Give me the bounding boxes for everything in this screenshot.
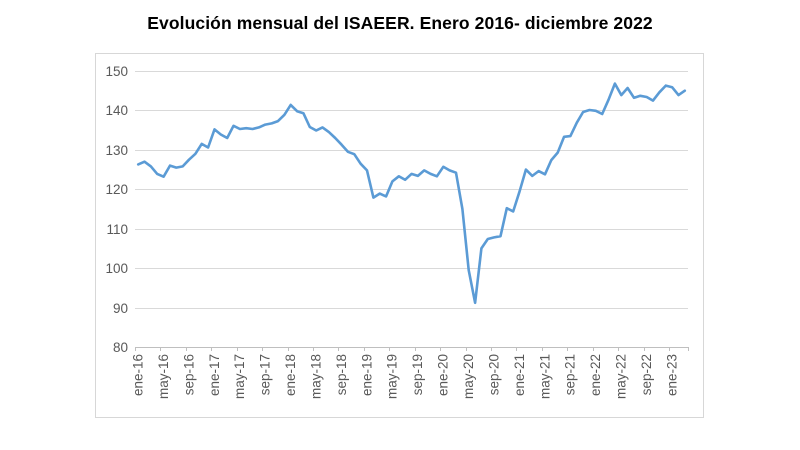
x-axis-label: may-18 [309, 354, 324, 399]
x-axis-label: may-22 [614, 354, 629, 399]
y-axis-label: 80 [113, 340, 128, 355]
x-axis-label: ene-21 [512, 354, 527, 396]
chart-title: Evolución mensual del ISAEER. Enero 2016… [147, 13, 653, 33]
x-axis-label: may-20 [461, 354, 476, 399]
x-axis-label: ene-19 [359, 354, 374, 396]
x-axis-label: ene-23 [664, 354, 679, 396]
y-axis-label: 90 [113, 301, 128, 316]
x-axis-label: may-19 [385, 354, 400, 399]
x-axis-label: sep-22 [639, 354, 654, 395]
y-axis-label: 140 [105, 103, 128, 118]
y-axis-label: 130 [105, 143, 128, 158]
x-axis-label: ene-16 [131, 354, 146, 396]
y-axis-label: 120 [105, 182, 128, 197]
x-axis-label: sep-20 [486, 354, 501, 395]
y-axis-label: 100 [105, 261, 128, 276]
x-axis-label: sep-17 [258, 354, 273, 395]
data-line-isaeer [136, 82, 687, 305]
y-axis-label: 110 [106, 222, 128, 237]
x-axis-label: ene-17 [207, 354, 222, 396]
x-axis-label: sep-19 [410, 354, 425, 395]
x-axis-label: may-17 [232, 354, 247, 399]
x-axis-label: ene-22 [588, 354, 603, 396]
x-axis-label: ene-18 [283, 354, 298, 396]
x-axis-label: may-16 [156, 354, 171, 399]
x-axis-label: may-21 [537, 354, 552, 399]
x-axis-label: sep-18 [334, 354, 349, 395]
y-axis-label: 150 [105, 64, 128, 79]
x-axis-label: sep-21 [563, 354, 578, 395]
x-axis-label: sep-16 [181, 354, 196, 395]
x-axis-label: ene-20 [436, 354, 451, 396]
